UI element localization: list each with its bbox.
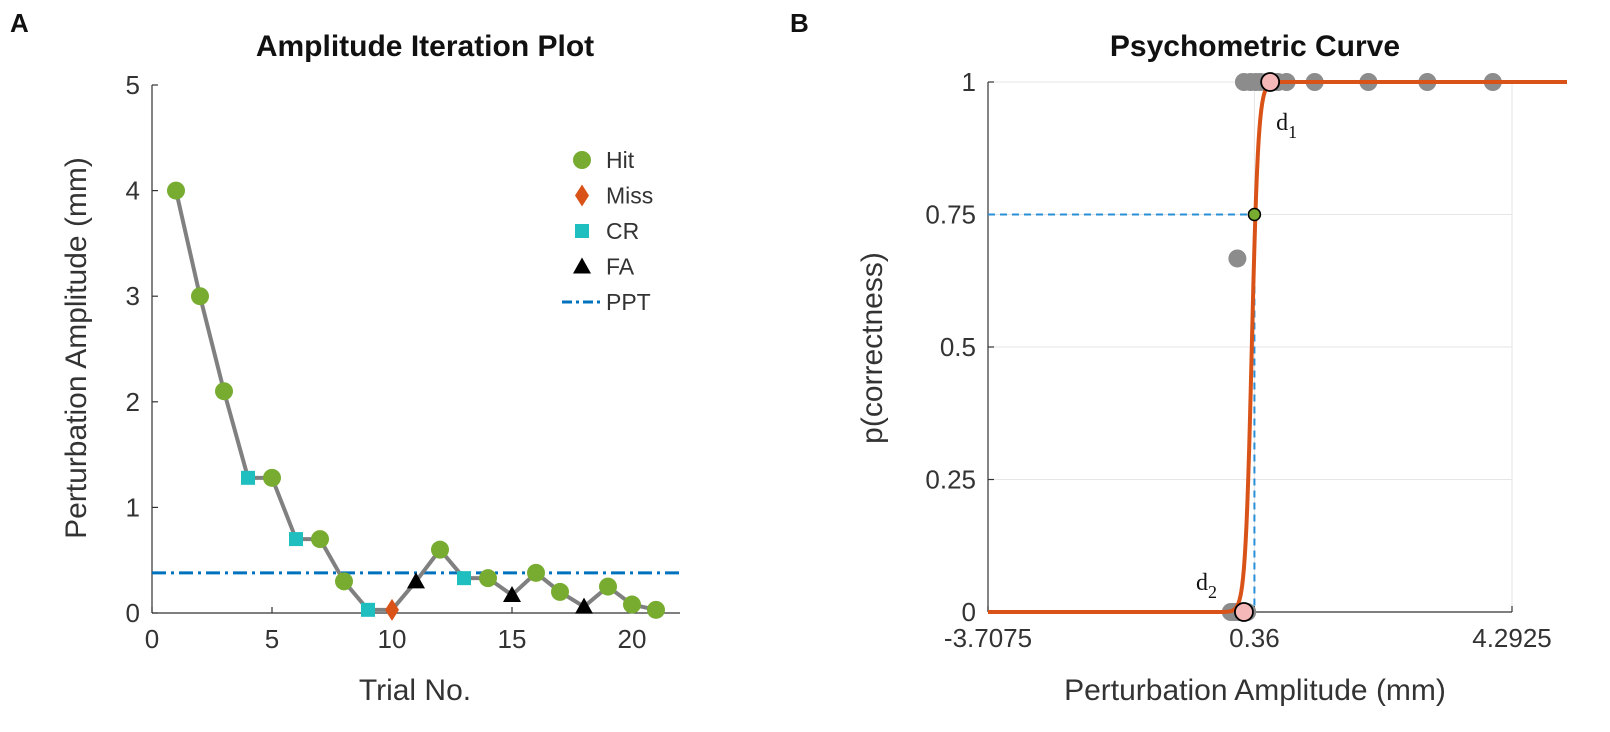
panel-b-x-tick-label: -3.7075	[944, 623, 1032, 653]
panel-a-marker-fa	[575, 597, 593, 614]
panel-a-marker-hit	[215, 382, 233, 401]
panel-a-y-tick-label: 3	[126, 281, 140, 311]
panel-a-marker-cr	[361, 602, 375, 617]
panel-a-marker-cr	[241, 470, 255, 485]
panel-a-marker-cr	[289, 532, 303, 547]
legend-miss-label: Miss	[606, 183, 653, 209]
panel-a-x-tick-label: 20	[618, 624, 647, 654]
panel-b-x-axis-label: Perturbation Amplitude (mm)	[1064, 674, 1446, 707]
legend-hit-label: Hit	[606, 147, 635, 173]
panel-a-legend: Hit Miss CR FA PPT	[562, 147, 653, 315]
panel-a-y-tick-label: 2	[126, 387, 140, 417]
panel-b-data-point	[1228, 249, 1247, 268]
legend-cr-label: CR	[606, 218, 639, 244]
panel-a-x-axis-label: Trial No.	[359, 674, 471, 707]
panel-b-highlight-point-d1	[1260, 72, 1281, 92]
annotation-base: d	[1276, 110, 1288, 136]
panel-a-x-tick-label: 5	[265, 624, 279, 654]
panel-a-marker-cr	[457, 571, 471, 586]
panel-a-marker-fa	[503, 586, 521, 603]
panel-a-amplitude-iteration-plot: A Amplitude Iteration Plot Trial No. Per…	[10, 8, 680, 707]
panel-b-fit-layer	[988, 80, 1567, 614]
legend-hit-swatch	[573, 151, 591, 169]
panel-a-marker-hit	[311, 530, 329, 549]
panel-a-y-tick-label: 0	[126, 598, 140, 628]
panel-a-marker-hit	[551, 582, 569, 601]
legend-cr-swatch	[575, 224, 589, 238]
panel-a-marker-miss	[385, 598, 399, 621]
panel-b-x-tick-label: 0.36	[1229, 623, 1280, 653]
panel-b-fit-curve	[988, 80, 1567, 614]
panel-b-letter: B	[790, 8, 809, 38]
panel-b-y-tick-label: 0.25	[925, 465, 976, 495]
panel-a-marker-hit	[623, 595, 641, 614]
panel-a-letter: A	[10, 8, 29, 38]
panel-a-marker-hit	[431, 540, 449, 559]
panel-a-trial-path	[174, 190, 657, 612]
panel-a-marker-hit	[647, 600, 665, 619]
panel-a-x-tick-label: 15	[498, 624, 527, 654]
panel-b-y-tick-label: 1	[962, 67, 976, 97]
panel-b-highlight-point-d2	[1234, 602, 1254, 622]
panel-b-y-tick-label: 0.5	[940, 332, 976, 362]
panel-a-x-tick-label: 10	[378, 624, 407, 654]
annotation-subscript: 1	[1288, 122, 1297, 142]
panel-b-y-axis-label: p(correctness)	[856, 252, 889, 444]
panel-b-threshold-point	[1247, 207, 1262, 222]
panel-a-title: Amplitude Iteration Plot	[256, 30, 594, 63]
annotation-base: d	[1196, 570, 1208, 596]
panel-a-marker-fa	[407, 572, 425, 589]
panel-b-y-tick-label: 0.75	[925, 200, 976, 230]
legend-ppt-label: PPT	[606, 289, 651, 315]
panel-b-annotation-d1: d1	[1276, 110, 1297, 142]
panel-a-marker-hit	[263, 468, 281, 487]
panel-b-y-tick-label: 0	[962, 597, 976, 627]
panel-a-markers-layer	[167, 181, 665, 621]
panel-a-axes: 0 1 2 3 4 5 0 5 10 15 20	[126, 70, 680, 654]
panel-b-psychometric-curve: B Psychometric Curve Perturbation Amplit…	[790, 8, 1567, 707]
panel-a-marker-hit	[167, 181, 185, 200]
panel-a-trial-path-layer	[174, 190, 657, 612]
legend-miss-swatch	[575, 184, 589, 207]
panel-a-marker-hit	[191, 287, 209, 306]
panel-a-marker-hit	[599, 577, 617, 596]
panel-b-annotation-d2: d2	[1196, 570, 1217, 602]
panel-a-marker-hit	[335, 572, 353, 591]
legend-fa-label: FA	[606, 254, 635, 280]
panel-a-y-tick-label: 1	[126, 492, 140, 522]
panel-a-y-tick-label: 5	[126, 70, 140, 100]
legend-fa-swatch	[573, 257, 591, 274]
annotation-subscript: 2	[1208, 582, 1217, 602]
panel-a-marker-hit	[527, 563, 545, 582]
panel-b-threshold-layer	[988, 213, 1256, 612]
panel-a-x-tick-label: 0	[145, 624, 159, 654]
panel-a-marker-hit	[479, 569, 497, 588]
panel-b-highlights-layer	[1234, 72, 1281, 622]
panel-b-title: Psychometric Curve	[1110, 30, 1400, 63]
panel-a-y-axis-label: Perturbation Amplitude (mm)	[60, 157, 93, 539]
panel-a-y-tick-label: 4	[126, 176, 140, 206]
panel-b-axes: 0 0.25 0.5 0.75 1 -3.7075 0.36 4.2925	[925, 67, 1551, 653]
panel-b-x-tick-label: 4.2925	[1472, 623, 1552, 653]
